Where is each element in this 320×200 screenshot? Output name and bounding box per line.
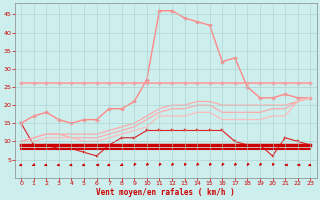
X-axis label: Vent moyen/en rafales ( km/h ): Vent moyen/en rafales ( km/h ): [96, 188, 235, 197]
